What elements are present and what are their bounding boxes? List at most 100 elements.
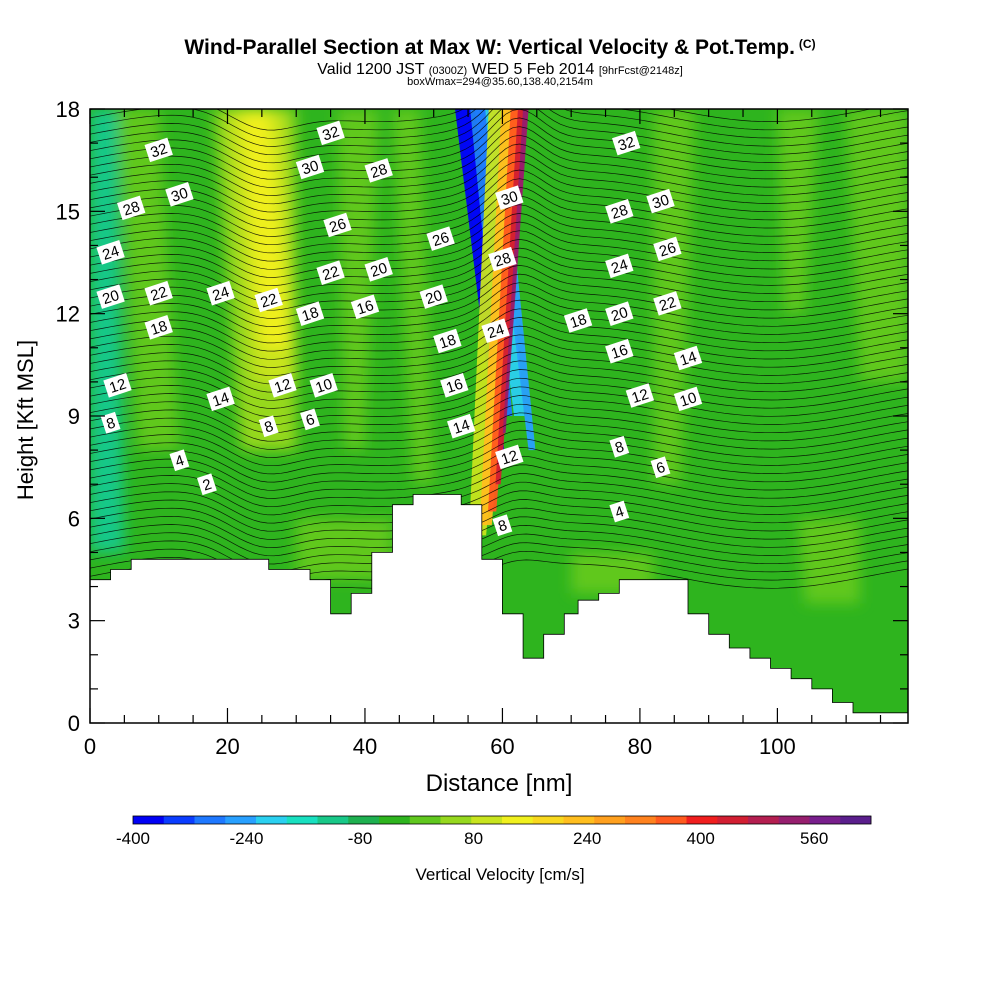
updraft-downdraft-band: [502, 109, 529, 434]
theta-label-box: [350, 294, 380, 320]
theta-label-text: 16: [355, 297, 376, 318]
y-tick-label: 3: [68, 609, 80, 634]
isentrope: [90, 109, 908, 139]
theta-label-text: 22: [657, 294, 678, 315]
x-tick-label: 20: [215, 734, 239, 759]
theta-label-box: [364, 158, 393, 183]
theta-label-box: [96, 240, 125, 265]
axes: 0 20 40 60 80 100 0 3 6 9 12 15 18: [56, 97, 908, 759]
theta-label-text: 30: [499, 188, 520, 209]
isentrope: [90, 195, 908, 254]
colorbar-swatch: [348, 816, 380, 824]
theta-label-box: [563, 308, 593, 333]
colorbar-swatch: [409, 816, 441, 824]
theta-label-box: [646, 188, 675, 214]
theta-label-box: [165, 182, 194, 207]
isentrope: [90, 343, 908, 393]
theta-label-box: [100, 411, 121, 434]
theta-label: 12: [625, 383, 655, 408]
theta-label-text: 32: [148, 140, 169, 161]
theta-label-box: [117, 195, 146, 221]
theta-label-text: 12: [107, 376, 128, 397]
theta-label-text: 10: [313, 376, 334, 397]
theta-label: 30: [646, 188, 675, 214]
terrain: [89, 494, 909, 724]
isentrope: [90, 230, 908, 286]
chart-box-info: boxWmax=294@35.60,138.40,2154m: [407, 76, 593, 88]
theta-label: 4: [169, 449, 190, 472]
isentrope: [90, 160, 908, 221]
theta-label-box: [673, 345, 703, 371]
theta-label-box: [300, 408, 320, 431]
colorbar-tick-label: -80: [348, 829, 373, 848]
theta-label-box: [295, 301, 325, 326]
theta-label-text: 24: [609, 256, 630, 277]
theta-label-box: [440, 373, 469, 398]
theta-label-text: 18: [437, 331, 458, 352]
theta-label-text: 30: [300, 157, 321, 178]
theta-label-text: 12: [272, 376, 293, 397]
theta-label-text: 14: [210, 389, 231, 410]
x-tick-label: 60: [490, 734, 514, 759]
theta-label-text: 14: [451, 416, 472, 437]
isentrope: [90, 109, 908, 156]
isentrope: [90, 438, 908, 483]
theta-label: 18: [563, 308, 593, 333]
theta-label-box: [96, 284, 125, 309]
isentrope: [90, 490, 908, 532]
isentrope: [90, 334, 908, 385]
theta-label: 26: [426, 226, 455, 251]
colorbar-swatch: [163, 816, 195, 824]
colorbar-swatch: [840, 816, 872, 824]
theta-label-text: 26: [327, 215, 348, 236]
y-tick-label: 6: [68, 506, 80, 531]
isentrope: [90, 291, 908, 344]
theta-label-box: [605, 199, 634, 224]
isentrope: [90, 533, 908, 573]
y-tick-label: 0: [68, 711, 80, 736]
colorbar-swatch: [379, 816, 411, 824]
theta-label: 12: [268, 373, 297, 398]
y-axis-label: Height [Kft MSL]: [13, 340, 38, 500]
theta-label-text: 30: [169, 185, 190, 206]
theta-label-text: 22: [258, 290, 279, 311]
theta-label-box: [323, 212, 352, 238]
theta-label-box: [309, 373, 338, 398]
theta-label-box: [169, 449, 190, 472]
theta-label: 10: [673, 386, 703, 412]
theta-label-text: 20: [423, 287, 444, 308]
theta-label-box: [481, 318, 510, 343]
chart-subtitle: Valid 1200 JST (0300Z) WED 5 Feb 2014 [9…: [317, 61, 683, 78]
theta-label: 18: [295, 301, 325, 326]
theta-label: 28: [364, 158, 393, 183]
theta-label-box: [605, 338, 634, 364]
theta-label: 28: [117, 195, 146, 221]
theta-label: 2: [196, 473, 217, 496]
isentrope: [90, 265, 908, 319]
theta-label-text: 16: [444, 376, 465, 397]
isentrope: [90, 204, 908, 262]
colorbar-tick-label: -240: [229, 829, 263, 848]
theta-label: 28: [488, 246, 517, 272]
theta-label: 14: [447, 413, 476, 439]
theta-label-box: [609, 500, 630, 523]
theta-label: 30: [495, 185, 524, 210]
x-tick-label: 0: [84, 734, 96, 759]
colorbar-swatch: [286, 816, 318, 824]
colorbar-swatch: [563, 816, 595, 824]
theta-label-box: [492, 514, 513, 537]
theta-label-text: 28: [609, 202, 630, 223]
theta-label-text: 12: [630, 386, 651, 407]
theta-label-box: [364, 257, 393, 282]
theta-label: 16: [605, 338, 634, 364]
isentrope: [90, 403, 908, 450]
theta-label: 16: [440, 373, 469, 398]
theta-label-box: [295, 154, 325, 180]
theta-label: 24: [206, 280, 235, 306]
isentrope: [90, 221, 908, 278]
theta-label-text: 18: [568, 311, 589, 332]
colorbar-frame: [132, 815, 872, 825]
theta-label-box: [673, 386, 703, 412]
isentrope: [90, 377, 908, 426]
y-tick-label: 15: [56, 199, 80, 224]
